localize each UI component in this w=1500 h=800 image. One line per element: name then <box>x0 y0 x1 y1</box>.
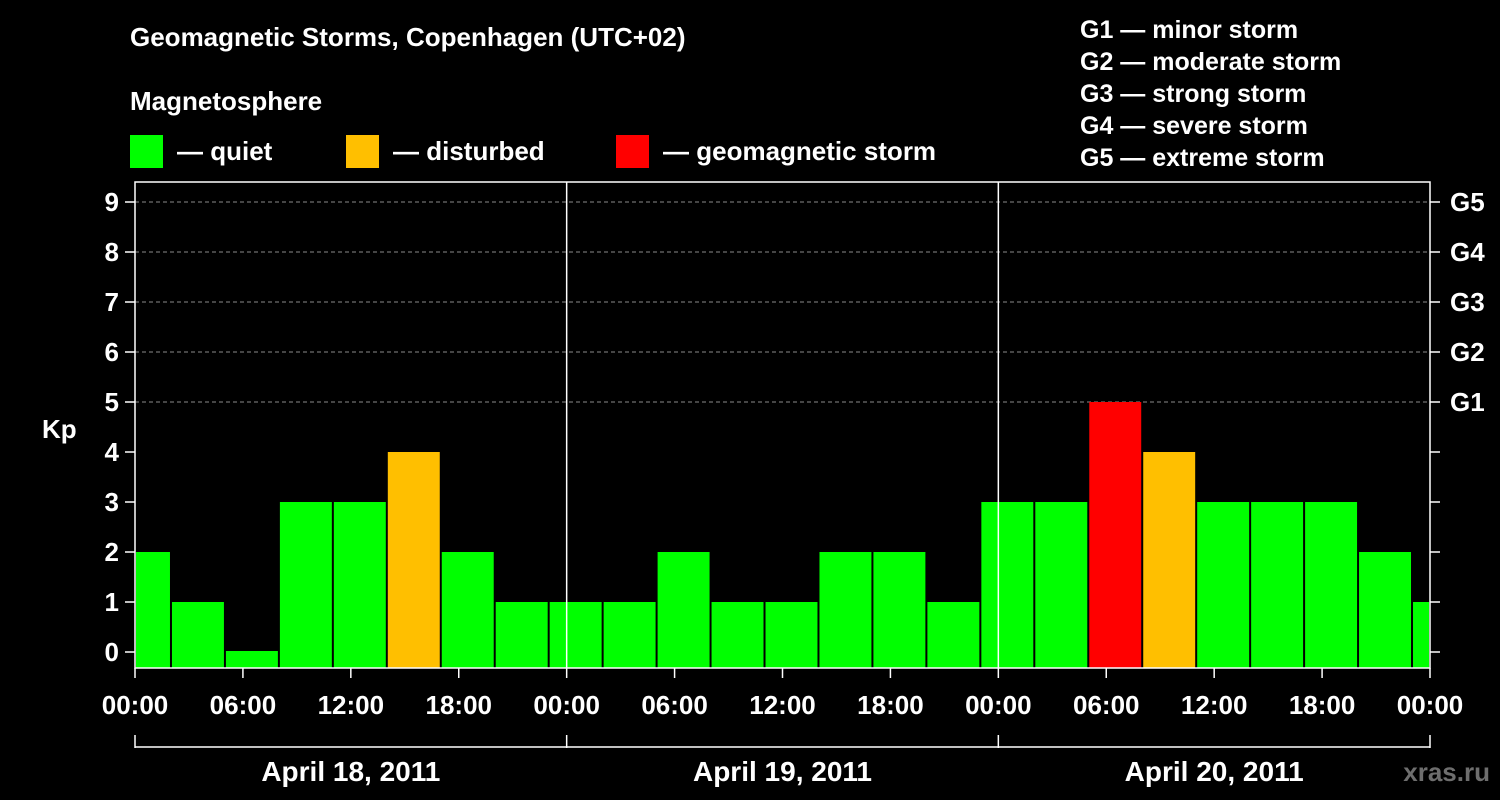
legend-item-quiet: — quiet <box>130 134 272 168</box>
storm-scale-list: G1 — minor storm G2 — moderate storm G3 … <box>1080 14 1341 174</box>
x-tick-label-0: 00:00 <box>102 690 169 720</box>
x-tick-label-11: 18:00 <box>1289 690 1356 720</box>
legend-swatch-disturbed <box>346 134 379 168</box>
kp-bar-24 <box>1413 602 1429 668</box>
x-tick-label-8: 00:00 <box>965 690 1032 720</box>
legend-item-disturbed: — disturbed <box>346 134 545 168</box>
kp-bar-5 <box>387 452 440 668</box>
kp-bar-7 <box>495 602 548 668</box>
legend-label-storm: — geomagnetic storm <box>663 135 937 166</box>
labels-layer: 0 1 2 3 4 5 6 7 8 9 G1 G2 G3 G4 G5 Kp 00:00 06:00 12:00 18:… <box>42 187 1485 787</box>
right-axis-label-G1: G1 <box>1450 387 1485 417</box>
legend-item-storm: — geomagnetic storm <box>616 134 936 168</box>
y-tick-label-4: 4 <box>105 437 120 467</box>
kp-bar-0 <box>136 552 170 668</box>
right-axis-label-G4: G4 <box>1450 237 1485 267</box>
watermark: xras.ru <box>1403 757 1490 787</box>
x-tick-label-5: 06:00 <box>641 690 708 720</box>
x-tick-label-12: 00:00 <box>1397 690 1464 720</box>
kp-bar-19 <box>1143 452 1196 668</box>
frame-layer <box>125 181 1440 748</box>
kp-bar-14 <box>873 552 926 668</box>
day-label-1: April 19, 2011 <box>693 756 872 787</box>
storm-scale-g1: G1 — minor storm <box>1080 16 1299 44</box>
legend-swatch-quiet <box>130 134 163 168</box>
y-tick-label-0: 0 <box>105 637 119 667</box>
y-tick-label-3: 3 <box>105 487 119 517</box>
x-tick-label-3: 18:00 <box>426 690 493 720</box>
kp-bar-6 <box>441 552 494 668</box>
kp-bar-17 <box>1035 502 1088 668</box>
y-tick-label-1: 1 <box>105 587 119 617</box>
x-tick-label-2: 12:00 <box>318 690 385 720</box>
x-tick-label-9: 06:00 <box>1073 690 1140 720</box>
right-axis-label-G3: G3 <box>1450 287 1485 317</box>
storm-scale-g5: G5 — extreme storm <box>1080 144 1325 172</box>
y-tick-label-9: 9 <box>105 187 119 217</box>
kp-bar-11 <box>711 602 764 668</box>
bars-layer <box>136 402 1429 668</box>
legend-label-disturbed: — disturbed <box>393 135 545 166</box>
x-tick-label-6: 12:00 <box>749 690 816 720</box>
kp-bar-2 <box>225 651 278 668</box>
legend-swatch-storm <box>616 134 649 168</box>
chart-subtitle: Magnetosphere <box>130 86 323 116</box>
kp-bar-4 <box>333 502 386 668</box>
kp-bar-8 <box>549 602 602 668</box>
y-tick-label-6: 6 <box>105 337 119 367</box>
kp-bar-16 <box>981 502 1034 668</box>
storm-scale-g4: G4 — severe storm <box>1080 112 1308 140</box>
kp-bar-12 <box>765 602 818 668</box>
y-tick-label-2: 2 <box>105 537 119 567</box>
kp-bar-9 <box>603 602 656 668</box>
kp-bar-22 <box>1305 502 1358 668</box>
legend-label-quiet: — quiet <box>177 135 273 166</box>
y-tick-label-5: 5 <box>105 387 119 417</box>
grid-layer <box>135 201 1430 403</box>
kp-bar-21 <box>1251 502 1304 668</box>
kp-bar-23 <box>1359 552 1412 668</box>
kp-bar-1 <box>171 602 224 668</box>
right-axis-label-G2: G2 <box>1450 337 1485 367</box>
y-axis-label: Kp <box>42 414 77 444</box>
storm-scale-g3: G3 — strong storm <box>1080 80 1307 108</box>
chart-title: Geomagnetic Storms, Copenhagen (UTC+02) <box>130 22 686 52</box>
kp-bar-18 <box>1089 402 1142 668</box>
kp-bar-15 <box>927 602 980 668</box>
x-tick-label-1: 06:00 <box>210 690 277 720</box>
x-tick-label-10: 12:00 <box>1181 690 1248 720</box>
x-tick-label-7: 18:00 <box>857 690 924 720</box>
day-label-2: April 20, 2011 <box>1125 756 1304 787</box>
kp-bar-20 <box>1197 502 1250 668</box>
kp-bar-3 <box>279 502 332 668</box>
x-tick-label-4: 00:00 <box>533 690 600 720</box>
y-tick-label-8: 8 <box>105 237 119 267</box>
storm-scale-g2: G2 — moderate storm <box>1080 48 1342 76</box>
right-axis-label-G5: G5 <box>1450 187 1485 217</box>
kp-bar-13 <box>819 552 872 668</box>
y-tick-label-7: 7 <box>105 287 119 317</box>
day-label-0: April 18, 2011 <box>261 756 440 787</box>
kp-bar-10 <box>657 552 710 668</box>
